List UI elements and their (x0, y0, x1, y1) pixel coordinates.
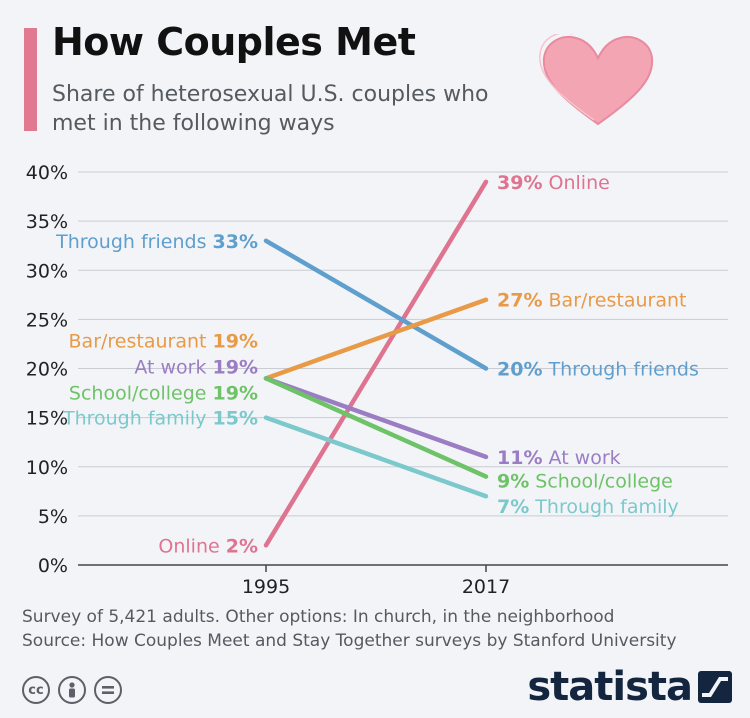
series-name: School/college (529, 471, 673, 493)
series-line-online (263, 179, 489, 548)
series-name: Bar/restaurant (69, 330, 213, 352)
series-label-end: 9% School/college (497, 471, 673, 493)
series-label-start: School/college 19% (69, 382, 258, 404)
nd-icon[interactable] (94, 676, 122, 704)
series-label-start: Bar/restaurant 19% (69, 330, 258, 352)
source-note: Source: How Couples Meet and Stay Togeth… (22, 631, 677, 651)
series-name: Bar/restaurant (542, 290, 686, 312)
data-label: 2% (226, 535, 258, 557)
series-label-start: Through friends 33% (55, 231, 258, 253)
chart-subtitle: Share of heterosexual U.S. couples who m… (52, 82, 489, 136)
series-name: School/college (69, 382, 213, 404)
data-label: 33% (213, 231, 258, 253)
line-chart: 0% 5% 10% 15% 20% 25% 30% 35% 40% 1995 2017 Onlin… (26, 162, 728, 598)
statista-logo[interactable]: statista (527, 664, 732, 710)
data-label: 11% (497, 447, 542, 469)
series-label-end: 11% At work (497, 447, 621, 469)
x-tick-label: 2017 (462, 576, 510, 598)
series-label-start: At work 19% (134, 356, 258, 378)
y-axis-ticks: 0% 5% 10% 15% 20% 25% 30% 35% 40% (26, 162, 68, 577)
data-labels: Online 2% 39% Online Through friends 33% 20… (55, 172, 699, 558)
y-tick-label: 0% (38, 555, 68, 577)
series-line-through-family (263, 415, 489, 499)
x-axis-ticks: 1995 2017 (242, 565, 510, 598)
series-label-start: Online 2% (158, 535, 258, 557)
brand-name: statista (527, 664, 693, 710)
y-tick-label: 30% (26, 260, 68, 282)
y-tick-label: 35% (26, 211, 68, 233)
x-tick-label: 1995 (242, 576, 290, 598)
data-label: 20% (497, 359, 542, 381)
series-lines (263, 179, 489, 548)
y-tick-label: 25% (26, 309, 68, 331)
series-name: Through friends (542, 359, 698, 381)
footnote: Survey of 5,421 adults. Other options: I… (22, 605, 677, 653)
series-label-end: 7% Through family (497, 496, 679, 518)
heart-icon (539, 34, 654, 126)
chart-title: How Couples Met (52, 20, 416, 64)
series-line-through-friends (263, 238, 489, 371)
data-label: 39% (497, 172, 542, 194)
y-tick-label: 10% (26, 457, 68, 479)
series-name: Online (542, 172, 609, 194)
license-icons: cc (22, 676, 122, 704)
series-line-bar-restaurant (263, 297, 489, 381)
y-tick-label: 5% (38, 506, 68, 528)
y-tick-label: 15% (26, 408, 68, 430)
data-label: 9% (497, 471, 529, 493)
cc-icon[interactable]: cc (22, 676, 50, 704)
y-tick-label: 40% (26, 162, 68, 184)
data-label: 19% (213, 382, 258, 404)
series-name: Online (158, 535, 225, 557)
series-line-at-work (263, 376, 489, 460)
series-name: At work (542, 447, 620, 469)
series-label-start: Through family 15% (62, 408, 258, 430)
data-label: 15% (213, 408, 258, 430)
data-label: 19% (213, 330, 258, 352)
series-name: At work (134, 356, 212, 378)
series-name: Through family (529, 496, 679, 518)
series-label-end: 39% Online (497, 172, 610, 194)
statista-logo-icon (698, 671, 732, 703)
series-name: Through friends (55, 231, 212, 253)
accent-bar (24, 28, 37, 131)
by-icon[interactable] (58, 676, 86, 704)
series-line-school-college (263, 376, 489, 479)
series-label-end: 20% Through friends (497, 359, 699, 381)
series-name: Through family (62, 408, 213, 430)
series-label-end: 27% Bar/restaurant (497, 290, 686, 312)
survey-note: Survey of 5,421 adults. Other options: I… (22, 607, 615, 627)
y-tick-label: 20% (26, 359, 68, 381)
data-label: 19% (213, 356, 258, 378)
data-label: 27% (497, 290, 542, 312)
data-label: 7% (497, 496, 529, 518)
